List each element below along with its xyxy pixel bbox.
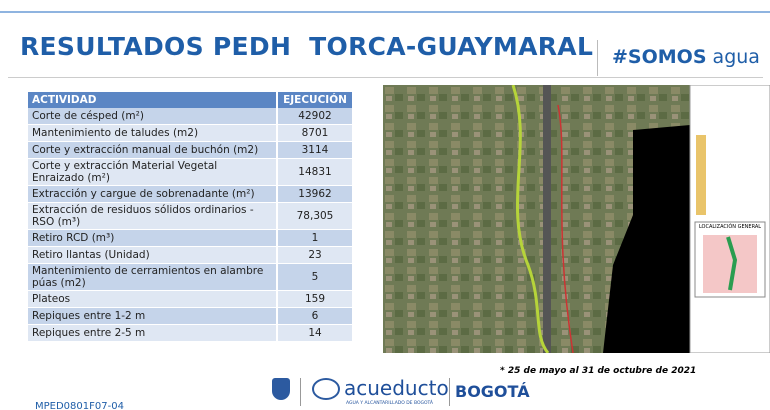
column-header: EJECUCIÓN bbox=[277, 92, 352, 108]
activity-cell: Repiques entre 2-5 m bbox=[28, 325, 277, 342]
slide: RESULTADOS PEDH TORCA-GUAYMARAL #SOMOS a… bbox=[0, 0, 770, 410]
execution-cell: 159 bbox=[277, 291, 352, 308]
legend-swatches bbox=[696, 135, 706, 215]
table-row: Retiro RCD (m³)1 bbox=[28, 230, 352, 247]
execution-cell: 42902 bbox=[277, 108, 352, 125]
table-row: Corte de césped (m²)42902 bbox=[28, 108, 352, 125]
execution-cell: 3114 bbox=[277, 142, 352, 159]
execution-cell: 13962 bbox=[277, 186, 352, 203]
execution-cell: 1 bbox=[277, 230, 352, 247]
logo-divider bbox=[300, 378, 301, 406]
table-row: Corte y extracción Material Vegetal Enra… bbox=[28, 159, 352, 186]
hashtag-word: agua bbox=[713, 46, 760, 68]
logo-acueducto: acueducto bbox=[344, 376, 449, 400]
table-row: Mantenimiento de taludes (m2)8701 bbox=[28, 125, 352, 142]
logo-subtitle: AGUA Y ALCANTARILLADO DE BOGOTÁ bbox=[346, 401, 433, 406]
coat-of-arms bbox=[272, 378, 290, 400]
hashtag-bold: #SOMOS bbox=[612, 46, 707, 68]
execution-cell: 5 bbox=[277, 264, 352, 291]
table-row: Retiro llantas (Unidad)23 bbox=[28, 247, 352, 264]
footnote: * 25 de mayo al 31 de octubre de 2021 bbox=[500, 366, 696, 376]
activity-cell: Extracción de residuos sólidos ordinario… bbox=[28, 203, 277, 230]
map: LOCALIZACIÓN GENERAL bbox=[383, 85, 770, 353]
activity-cell: Retiro RCD (m³) bbox=[28, 230, 277, 247]
activity-cell: Mantenimiento de cerramientos en alambre… bbox=[28, 264, 277, 291]
slide-title: RESULTADOS PEDH TORCA-GUAYMARAL bbox=[20, 32, 593, 61]
execution-cell: 23 bbox=[277, 247, 352, 264]
activity-cell: Plateos bbox=[28, 291, 277, 308]
table-row: Corte y extracción manual de buchón (m2)… bbox=[28, 142, 352, 159]
rule bbox=[8, 77, 763, 78]
activity-cell: Corte de césped (m²) bbox=[28, 108, 277, 125]
activity-cell: Retiro llantas (Unidad) bbox=[28, 247, 277, 264]
highway bbox=[543, 85, 551, 353]
activity-cell: Repiques entre 1-2 m bbox=[28, 308, 277, 325]
hashtag: #SOMOS agua bbox=[612, 46, 760, 68]
legend-panel bbox=[690, 85, 770, 353]
table-row: Extracción y cargue de sobrenadante (m²)… bbox=[28, 186, 352, 203]
document-code: MPED0801F07-04 bbox=[35, 401, 124, 410]
activity-cell: Extracción y cargue de sobrenadante (m²) bbox=[28, 186, 277, 203]
execution-cell: 6 bbox=[277, 308, 352, 325]
column-header: ACTIVIDAD bbox=[28, 92, 277, 108]
table-row: Mantenimiento de cerramientos en alambre… bbox=[28, 264, 352, 291]
activity-cell: Corte y extracción Material Vegetal Enra… bbox=[28, 159, 277, 186]
logo-divider bbox=[449, 378, 450, 406]
execution-cell: 8701 bbox=[277, 125, 352, 142]
activity-cell: Corte y extracción manual de buchón (m2) bbox=[28, 142, 277, 159]
top-border bbox=[0, 11, 770, 13]
acueducto-icon bbox=[312, 378, 340, 400]
divider bbox=[597, 40, 598, 76]
activity-cell: Mantenimiento de taludes (m2) bbox=[28, 125, 277, 142]
execution-cell: 78,305 bbox=[277, 203, 352, 230]
table-row: Extracción de residuos sólidos ordinario… bbox=[28, 203, 352, 230]
legend-title: LOCALIZACIÓN GENERAL bbox=[699, 223, 761, 230]
logo-bogota: BOGOTÁ bbox=[455, 382, 530, 401]
execution-cell: 14831 bbox=[277, 159, 352, 186]
execution-cell: 14 bbox=[277, 325, 352, 342]
